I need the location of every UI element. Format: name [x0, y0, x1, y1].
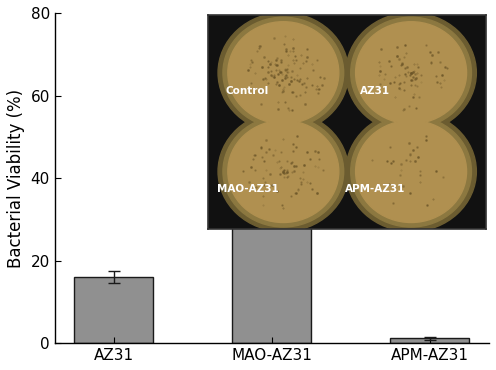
Text: Control: Control	[226, 86, 269, 96]
Ellipse shape	[218, 111, 349, 232]
Ellipse shape	[351, 116, 472, 227]
Text: MAO-AZ31: MAO-AZ31	[217, 185, 278, 195]
Ellipse shape	[351, 17, 472, 128]
Ellipse shape	[228, 120, 339, 222]
Text: AZ31: AZ31	[360, 86, 390, 96]
Bar	[233, 207, 311, 343]
Ellipse shape	[223, 116, 344, 227]
Ellipse shape	[228, 22, 339, 124]
Ellipse shape	[223, 17, 344, 128]
Y-axis label: Bacterial Viability (%): Bacterial Viability (%)	[7, 88, 25, 268]
Ellipse shape	[346, 13, 476, 133]
Ellipse shape	[346, 111, 476, 232]
Ellipse shape	[218, 13, 349, 133]
Text: APM-AZ31: APM-AZ31	[345, 185, 405, 195]
Bar	[74, 277, 153, 343]
Ellipse shape	[356, 120, 467, 222]
Ellipse shape	[356, 22, 467, 124]
Bar	[390, 338, 469, 343]
